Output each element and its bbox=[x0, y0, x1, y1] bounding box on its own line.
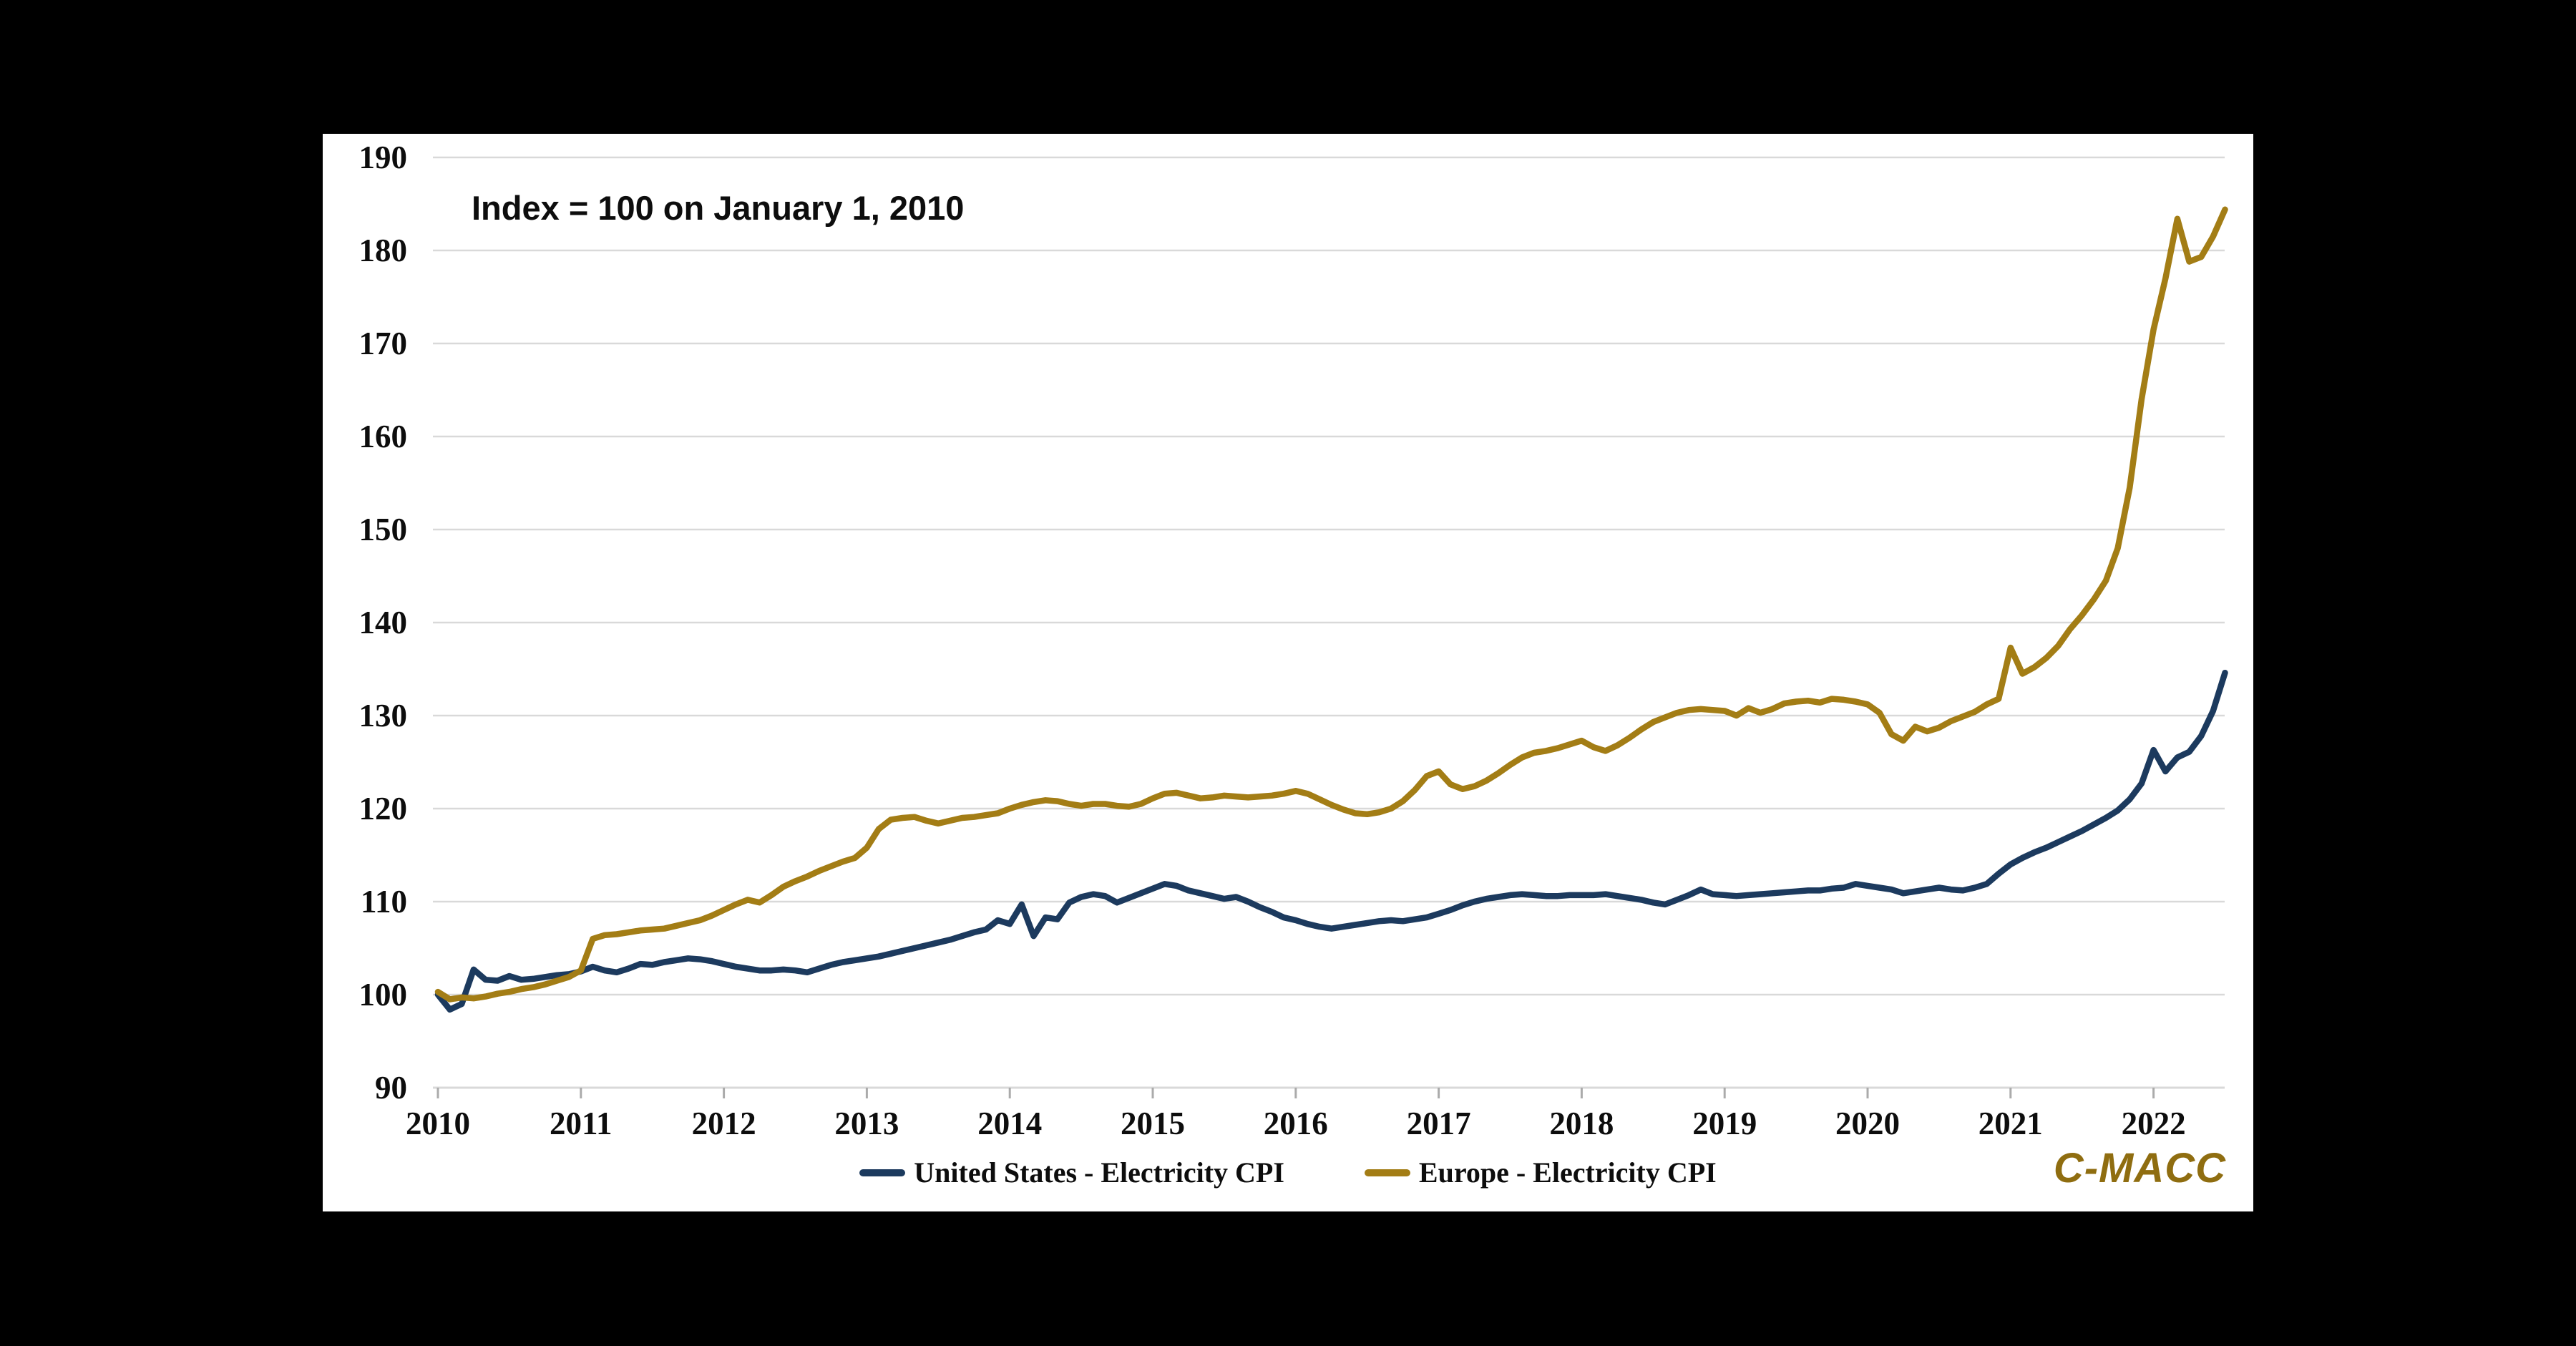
legend-label-europe: Europe - Electricity CPI bbox=[1418, 1156, 1717, 1189]
x-tick-label-2018: 2018 bbox=[1549, 1106, 1614, 1141]
x-tick-label-2017: 2017 bbox=[1406, 1106, 1471, 1141]
gridlines bbox=[433, 156, 2225, 1089]
y-tick-label-180: 180 bbox=[358, 233, 408, 268]
series-lines bbox=[434, 206, 2228, 1013]
x-tick-label-2011: 2011 bbox=[550, 1106, 613, 1141]
cmacc-logo: C-MACC bbox=[2053, 1145, 2226, 1191]
y-tick-label-170: 170 bbox=[358, 326, 408, 361]
x-tick-label-2014: 2014 bbox=[977, 1106, 1043, 1141]
chart-panel: Index = 100 on January 1, 2010 190 180 170… bbox=[323, 134, 2253, 1211]
line-chart bbox=[433, 156, 2228, 1098]
legend: United States - Electricity CPI Europe -… bbox=[323, 1156, 2253, 1189]
y-tick-label-190: 190 bbox=[358, 140, 408, 175]
x-tick-marks bbox=[436, 1088, 2155, 1098]
chart-title: Index = 100 on January 1, 2010 bbox=[472, 189, 965, 227]
y-tick-label-120: 120 bbox=[358, 791, 408, 826]
x-tick-label-2022: 2022 bbox=[2121, 1106, 2186, 1141]
us-line-swatch bbox=[859, 1169, 906, 1176]
y-tick-label-140: 140 bbox=[358, 605, 408, 640]
x-tick-label-2012: 2012 bbox=[691, 1106, 756, 1141]
x-tick-label-2010: 2010 bbox=[406, 1106, 470, 1141]
y-tick-label-160: 160 bbox=[358, 419, 408, 454]
y-tick-label-130: 130 bbox=[358, 698, 408, 733]
x-tick-label-2013: 2013 bbox=[834, 1106, 899, 1141]
europe-line-series bbox=[434, 206, 2228, 1003]
y-tick-label-110: 110 bbox=[360, 884, 407, 920]
y-tick-label-90: 90 bbox=[375, 1070, 407, 1106]
x-tick-label-2016: 2016 bbox=[1263, 1106, 1328, 1141]
x-tick-label-2021: 2021 bbox=[1978, 1106, 2043, 1141]
x-tick-label-2019: 2019 bbox=[1692, 1106, 1757, 1141]
y-tick-label-150: 150 bbox=[358, 512, 408, 547]
x-tick-label-2020: 2020 bbox=[1835, 1106, 1900, 1141]
y-tick-label-100: 100 bbox=[358, 977, 408, 1013]
legend-label-united-states: United States - Electricity CPI bbox=[914, 1156, 1284, 1189]
x-tick-label-2015: 2015 bbox=[1121, 1106, 1185, 1141]
legend-item-europe: Europe - Electricity CPI bbox=[1364, 1156, 1717, 1189]
legend-item-united-states: United States - Electricity CPI bbox=[859, 1156, 1284, 1189]
us-line-series bbox=[434, 669, 2228, 1013]
europe-line-swatch bbox=[1364, 1169, 1410, 1176]
